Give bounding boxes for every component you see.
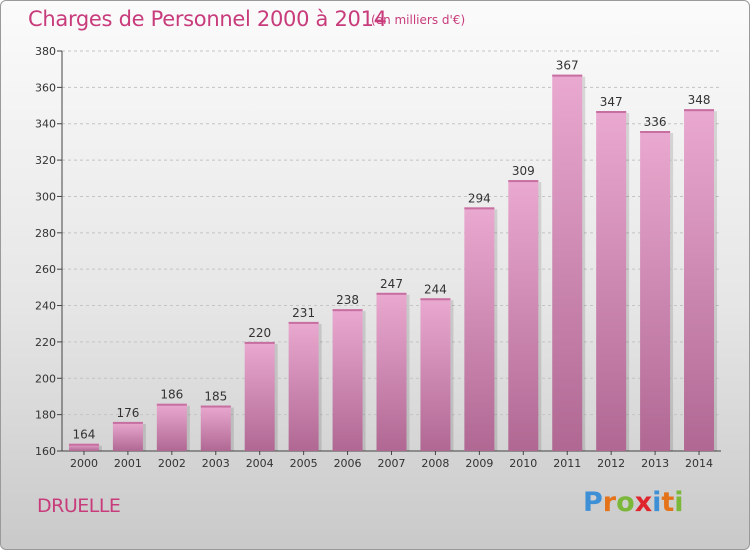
logo-letter: P (583, 487, 603, 518)
bar (420, 298, 451, 451)
bar-cap (288, 321, 319, 324)
logo-letter: i (674, 487, 684, 518)
data-label: 185 (204, 390, 227, 404)
x-tick-label: 2003 (202, 457, 230, 470)
data-label: 247 (380, 277, 403, 291)
y-tick-label: 360 (35, 81, 56, 94)
chart-subtitle: (en milliers d'€) (371, 13, 466, 27)
bar (552, 74, 583, 452)
y-tick-label: 220 (35, 336, 56, 349)
logo-letter: t (661, 487, 675, 518)
bar-cap (640, 131, 671, 133)
y-tick-label: 260 (35, 263, 56, 276)
logo-letter: i (652, 487, 662, 518)
y-tick-label: 320 (35, 154, 56, 167)
bar-cap (684, 109, 715, 112)
x-tick-label: 2008 (421, 457, 449, 470)
data-label: 164 (73, 428, 96, 442)
data-label: 367 (556, 59, 579, 73)
bar-cap (332, 309, 363, 312)
x-tick-label: 2005 (290, 457, 318, 470)
bar (684, 109, 715, 451)
x-tick-label: 2013 (641, 457, 669, 470)
x-tick-label: 2012 (597, 457, 625, 470)
bar (376, 292, 407, 451)
x-tick-label: 2004 (246, 457, 274, 470)
y-tick-label: 380 (35, 45, 56, 58)
x-tick-label: 2007 (378, 457, 406, 470)
bar (508, 180, 539, 451)
data-label: 220 (248, 326, 271, 340)
bar (464, 207, 495, 451)
x-tick-label: 2000 (70, 457, 98, 470)
data-label: 309 (512, 164, 535, 178)
bar-cap (552, 74, 583, 77)
bar-cap (112, 421, 143, 424)
bar (332, 309, 363, 451)
commune-name: DRUELLE (37, 495, 121, 517)
x-tick-label: 2006 (334, 457, 362, 470)
labels: 160 180 200 220 240 260 280 300 320 340 360 380 164 2… (35, 45, 713, 470)
bar-cap (156, 403, 187, 406)
x-tick-label: 2014 (685, 457, 713, 470)
y-tick-label: 300 (35, 190, 56, 203)
chart-title: Charges de Personnel 2000 à 2014 (28, 7, 387, 31)
x-tick-label: 2010 (509, 457, 537, 470)
bar (288, 321, 319, 451)
data-label: 336 (644, 115, 667, 129)
bar-cap (464, 207, 495, 210)
bar (200, 405, 231, 451)
bar (112, 421, 143, 451)
y-tick-label: 160 (35, 445, 56, 458)
y-tick-label: 280 (35, 227, 56, 240)
data-label: 347 (600, 95, 623, 109)
bar (640, 131, 671, 451)
bar-cap (376, 292, 407, 295)
bar (156, 403, 187, 451)
y-tick-label: 200 (35, 372, 56, 385)
logo-letter: o (616, 487, 635, 518)
logo-letter: x (634, 487, 653, 518)
y-tick-label: 240 (35, 300, 56, 313)
x-tick-label: 2002 (158, 457, 186, 470)
proxiti-logo: Proxiti (583, 487, 684, 518)
x-tick-label: 2011 (553, 457, 581, 470)
bar (244, 341, 275, 451)
y-tick-label: 340 (35, 118, 56, 131)
bar-cap (596, 111, 627, 113)
bar (68, 443, 99, 451)
bar-cap (200, 405, 231, 408)
data-label: 186 (160, 388, 183, 402)
data-label: 238 (336, 293, 359, 307)
bar (596, 111, 627, 451)
logo-letter: r (602, 487, 617, 518)
bar-cap (508, 180, 539, 183)
bars (68, 74, 718, 452)
data-label: 294 (468, 191, 491, 205)
bar-cap (420, 298, 451, 301)
data-label: 244 (424, 282, 447, 296)
data-label: 176 (116, 406, 139, 420)
data-label: 231 (292, 306, 315, 320)
y-tick-label: 180 (35, 409, 56, 422)
x-tick-label: 2009 (465, 457, 493, 470)
bar-cap (244, 341, 275, 344)
x-tick-label: 2001 (114, 457, 142, 470)
data-label: 348 (688, 93, 711, 107)
bar-cap (68, 443, 99, 446)
